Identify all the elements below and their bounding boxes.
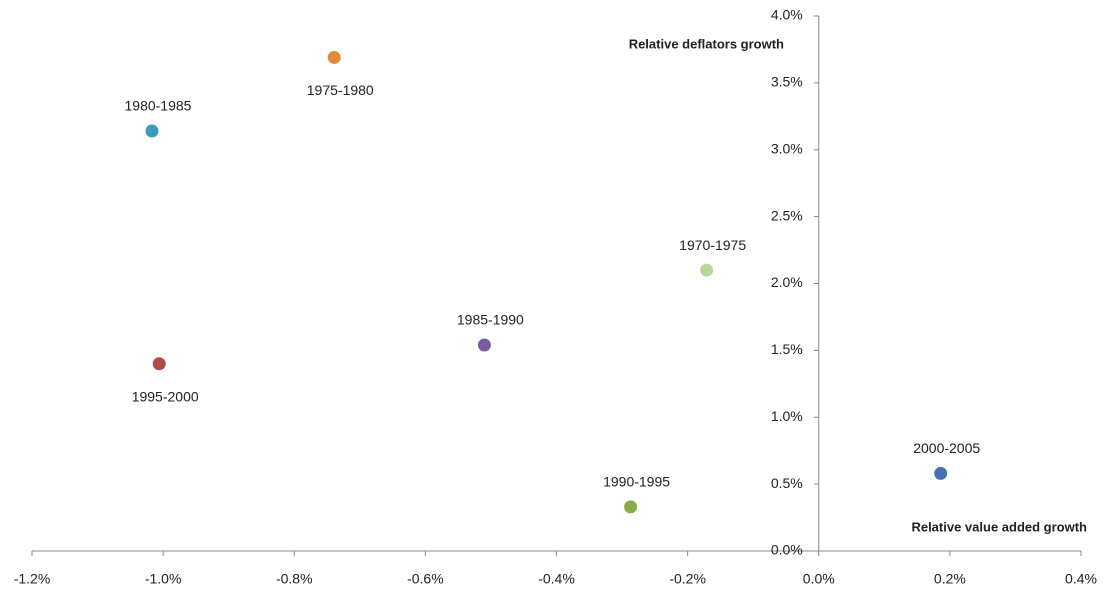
- x-tick-label: 0.4%: [1065, 571, 1097, 587]
- x-axis-title: Relative value added growth: [911, 519, 1087, 534]
- point: [624, 500, 638, 514]
- y-tick-label: 0.0%: [771, 542, 803, 558]
- y-tick-label: 1.0%: [771, 408, 803, 424]
- point: [152, 357, 166, 371]
- x-tick-label: -0.4%: [538, 571, 575, 587]
- x-tick-label: -0.2%: [669, 571, 706, 587]
- x-tick-label: -0.6%: [407, 571, 444, 587]
- y-tick-label: 3.0%: [771, 140, 803, 156]
- x-tick-label: -1.2%: [14, 571, 51, 587]
- y-tick-label: 2.0%: [771, 274, 803, 290]
- point-label: 1970-1975: [679, 237, 746, 253]
- y-tick-label: 4.0%: [771, 7, 803, 23]
- y-tick-label: 3.5%: [771, 74, 803, 90]
- x-tick-label: -1.0%: [145, 571, 182, 587]
- point: [145, 124, 159, 138]
- y-axis-title: Relative deflators growth: [629, 36, 784, 51]
- point-label: 1990-1995: [603, 474, 670, 490]
- point-label: 1985-1990: [457, 312, 524, 328]
- point: [934, 466, 948, 480]
- x-tick-label: 0.0%: [803, 571, 835, 587]
- point: [477, 338, 491, 352]
- x-tick-label: 0.2%: [934, 571, 966, 587]
- point-label: 1995-2000: [132, 388, 199, 404]
- point: [700, 263, 714, 277]
- x-tick-label: -0.8%: [276, 571, 313, 587]
- point-label: 1975-1980: [307, 82, 374, 98]
- y-tick-label: 2.5%: [771, 207, 803, 223]
- y-tick-label: 0.5%: [771, 475, 803, 491]
- point-label: 1980-1985: [125, 98, 192, 114]
- y-tick-label: 1.5%: [771, 341, 803, 357]
- point-label: 2000-2005: [913, 440, 980, 456]
- point: [327, 50, 341, 64]
